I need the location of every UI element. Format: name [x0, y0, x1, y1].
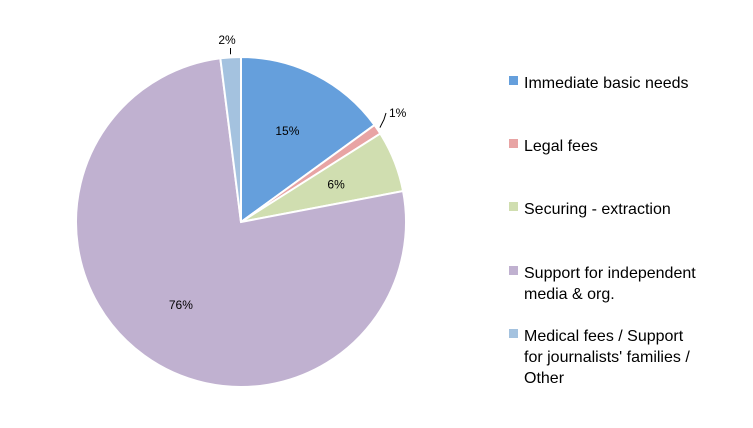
- data-label-1: 15%: [275, 124, 299, 138]
- legend-label-2-line-1: Legal fees: [524, 138, 598, 155]
- legend-swatch-4: [509, 266, 518, 275]
- legend-label-3: Securing - extraction: [524, 201, 671, 218]
- pie-slice-4: [75, 57, 408, 388]
- pie-slices: [75, 55, 408, 388]
- pie-slice-1: [240, 55, 376, 224]
- legend-label-5: Medical fees / Support for journalists' f…: [524, 328, 690, 387]
- data-label-4: 76%: [169, 298, 193, 312]
- legend-label-4-line-1: Support for independent: [524, 265, 696, 282]
- legend-label-3-line-1: Securing - extraction: [524, 201, 671, 218]
- legend: Immediate basic needs Legal fees Securing …: [509, 75, 696, 387]
- data-label-5: 2%: [218, 33, 236, 47]
- legend-label-4-line-2: media & org.: [524, 286, 615, 303]
- legend-label-5-line-3: Other: [524, 370, 565, 387]
- legend-label-1: Immediate basic needs: [524, 75, 689, 92]
- legend-swatch-2: [509, 139, 518, 148]
- legend-swatch-3: [509, 202, 518, 211]
- leader-line-2: [379, 112, 387, 128]
- legend-label-5-line-2: for journalists' families /: [524, 349, 690, 366]
- legend-label-1-line-1: Immediate basic needs: [524, 75, 689, 92]
- data-label-3: 6%: [327, 177, 345, 191]
- data-label-2: 1%: [389, 106, 407, 120]
- pie-slice-5: [219, 55, 242, 223]
- legend-label-5-line-1: Medical fees / Support: [524, 328, 684, 345]
- pie-data-labels: 15% 1% 6% 76% 2%: [169, 33, 407, 312]
- legend-label-2: Legal fees: [524, 138, 598, 155]
- legend-swatch-5: [509, 329, 518, 338]
- legend-swatch-1: [509, 76, 518, 85]
- legend-label-4: Support for independent media & org.: [524, 265, 696, 303]
